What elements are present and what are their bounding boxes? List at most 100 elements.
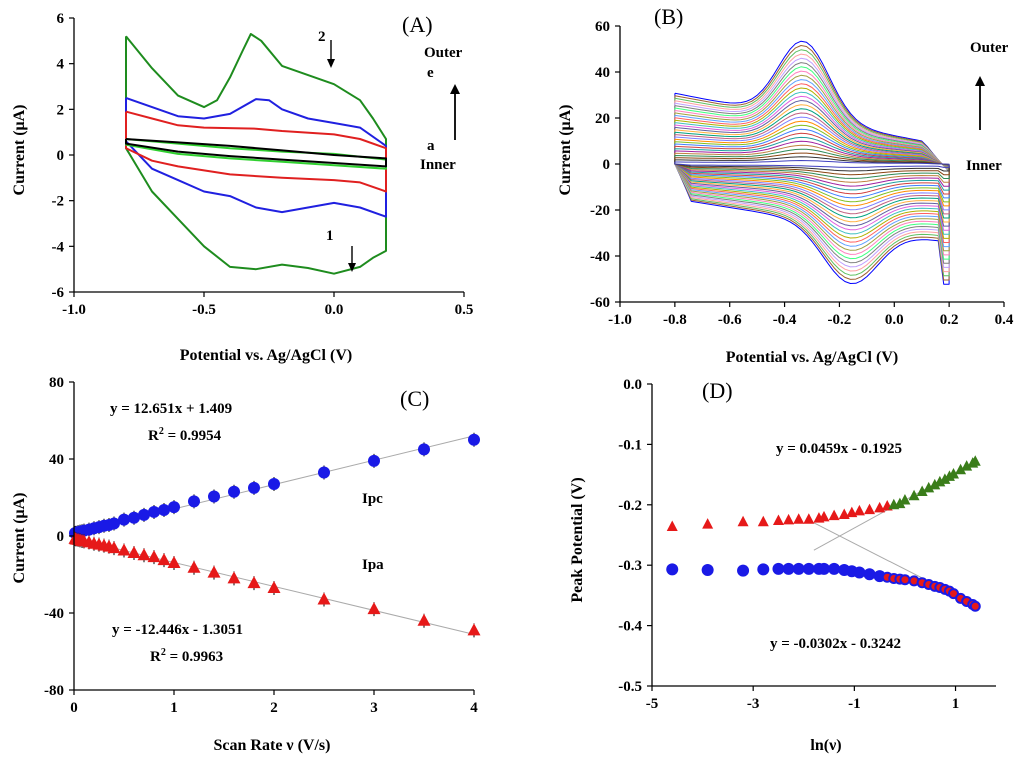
panel-d-y-tick-label: -0.5	[618, 679, 642, 695]
panel-d-plot	[666, 455, 981, 612]
ipa-point	[157, 553, 171, 566]
cv-family-curve	[674, 100, 950, 227]
ipc-point	[128, 511, 140, 524]
panel-a-x-tick-label: 0.0	[325, 302, 344, 318]
panel-b-y-tick-label: 60	[595, 19, 610, 35]
ipa-point	[187, 560, 201, 573]
panel-a: -1.0 -0.5 0.0 0.5 -6 -4 -2 0 2 4 6 (A) Potential v…	[11, 11, 473, 364]
epc-point	[737, 564, 750, 577]
epa-fit-point	[929, 478, 941, 490]
ipa-point	[117, 543, 131, 556]
cv-family-curve	[674, 79, 950, 248]
ipa-point	[417, 613, 431, 626]
panel-a-y-tick-label: 6	[57, 11, 65, 27]
panel-c-plot	[68, 432, 481, 638]
epa-point	[783, 513, 795, 525]
epa-fit-point	[969, 455, 981, 466]
panel-c-fit2-r2: R2 = 0.9963	[150, 647, 223, 665]
panel-b-x-tick-label: 0.4	[995, 312, 1014, 328]
epa-point	[737, 515, 749, 527]
ipc-point	[468, 433, 480, 446]
panel-a-x-tick-label: -0.5	[192, 302, 216, 318]
epa-point	[838, 508, 850, 519]
epa-point	[757, 515, 769, 527]
cv-curve-e	[125, 33, 387, 275]
panel-c-x-tick-label: 3	[370, 700, 378, 716]
panel-a-ylabel: Current (μA)	[11, 105, 28, 196]
ipa-point	[227, 571, 241, 584]
panel-a-y-tick-label: -2	[52, 194, 65, 210]
epa-point	[793, 513, 805, 524]
cv-family-curve	[674, 140, 950, 187]
epa-fit-point	[939, 473, 951, 484]
panel-a-x-tick-label: 0.5	[455, 302, 474, 318]
panel-d-y-tick-label: -0.4	[618, 619, 642, 635]
panel-b-y-tick-label: 40	[595, 65, 610, 81]
panel-a-x-tick-label: -1.0	[62, 302, 86, 318]
ipa-point	[367, 602, 381, 615]
panel-c-fit2-equation: y = -12.446x - 1.3051	[112, 622, 243, 638]
panel-b-outer-label: Outer	[970, 40, 1009, 56]
panel-d-ylabel: Peak Potential (V)	[569, 477, 586, 602]
epc-point	[701, 564, 714, 577]
ipa-point	[167, 555, 181, 568]
ipc-point	[268, 478, 280, 491]
ipc-point	[108, 517, 120, 530]
cv-family-curve	[674, 124, 950, 203]
panel-d-y-tick-label: -0.3	[618, 558, 642, 574]
cv-family-curve	[674, 74, 950, 252]
panel-b-y-tick-label: 0	[603, 157, 611, 173]
cv-family-curve	[674, 156, 950, 172]
panel-c-y-tick-label: -80	[44, 683, 64, 699]
cv-curve-c	[125, 110, 387, 193]
panel-b-label: (B)	[654, 4, 683, 29]
cv-family-curve	[674, 49, 950, 277]
ipc-point	[148, 505, 160, 518]
panel-b-ylabel: Current (μA)	[557, 105, 574, 196]
panel-d-y-tick-label: -0.1	[618, 437, 642, 453]
panel-a-peak2-arrowhead	[327, 59, 335, 68]
panel-d-y-tick-label: 0.0	[623, 377, 642, 393]
panel-b: -1.0 -0.8 -0.6 -0.4 -0.2 0.0 0.2 0.4 -60 -40 -20 0 2…	[557, 4, 1014, 366]
panel-c-x-tick-label: 4	[470, 700, 478, 716]
panel-c-fit1-r2: R2 = 0.9954	[148, 426, 222, 444]
epc-fit-point-center	[901, 576, 909, 584]
epc-point	[863, 568, 876, 581]
panel-a-y-tick-label: -4	[52, 239, 65, 255]
panel-b-x-tick-label: -0.8	[663, 312, 687, 328]
panel-c-fit1-equation: y = 12.651x + 1.409	[110, 401, 232, 417]
ipc-point	[248, 481, 260, 494]
ipc-point	[228, 485, 240, 498]
epa-point	[803, 513, 815, 524]
ipc-point	[158, 504, 170, 517]
panel-b-x-tick-label: -0.4	[773, 312, 797, 328]
ipc-point	[188, 495, 200, 508]
cv-curve-a	[125, 138, 387, 168]
epa-fit-point	[899, 493, 911, 505]
epa-fit-point	[948, 467, 960, 479]
cv-family-curve	[674, 45, 950, 281]
panel-a-outer-letter: e	[427, 65, 434, 81]
panel-a-peak1-arrowhead	[348, 263, 356, 272]
panel-d-xlabel: ln(ν)	[810, 737, 841, 754]
cv-family-curve	[674, 40, 950, 285]
cv-family-curve	[674, 128, 950, 199]
panel-b-direction-arrowhead	[975, 76, 985, 86]
panel-c-y-tick-label: -40	[44, 606, 64, 622]
panel-a-axis-lines: -1.0 -0.5 0.0 0.5 -6 -4 -2 0 2 4 6	[52, 11, 474, 318]
cv-family-curve	[674, 116, 950, 211]
epc-point	[802, 562, 815, 575]
epa-point	[702, 518, 714, 529]
panel-d-axis-lines: -5 -3 -1 1 -0.5 -0.4 -0.3 -0.2 -0.1 0.0	[618, 377, 996, 712]
cv-family-curve	[674, 160, 950, 168]
epa-point	[853, 504, 865, 516]
panel-d-x-tick-label: -5	[646, 696, 659, 712]
cv-family-curve	[674, 144, 950, 183]
epc-point	[828, 562, 841, 575]
panel-a-y-tick-label: -6	[52, 285, 65, 301]
panel-a-peak2-label: 2	[318, 29, 326, 45]
cv-family-curve	[674, 91, 950, 235]
ipc-point	[418, 443, 430, 456]
panel-a-inner-letter: a	[427, 138, 435, 154]
